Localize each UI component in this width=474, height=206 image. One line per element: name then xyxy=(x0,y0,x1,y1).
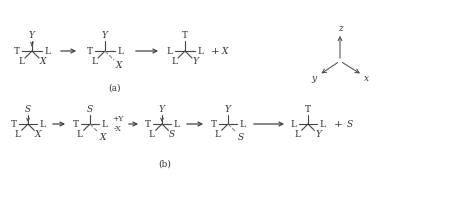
Text: +: + xyxy=(210,47,219,55)
Text: T: T xyxy=(305,105,311,114)
Text: L: L xyxy=(291,119,297,129)
Text: z: z xyxy=(337,23,342,33)
Text: L: L xyxy=(295,130,301,139)
Text: L: L xyxy=(15,130,21,139)
Text: T: T xyxy=(182,31,188,40)
Text: T: T xyxy=(73,119,79,129)
Text: X: X xyxy=(100,133,107,142)
Text: S: S xyxy=(347,119,353,129)
Text: X: X xyxy=(40,57,46,67)
Text: y: y xyxy=(311,74,317,82)
Text: S: S xyxy=(87,105,93,114)
Text: S: S xyxy=(238,133,244,142)
Text: X: X xyxy=(116,61,122,70)
Text: Y: Y xyxy=(29,31,35,40)
Text: L: L xyxy=(173,119,179,129)
Text: L: L xyxy=(45,47,51,55)
Text: L: L xyxy=(101,119,108,129)
Text: Y: Y xyxy=(102,31,108,40)
Text: T: T xyxy=(86,47,92,55)
Text: L: L xyxy=(149,130,155,139)
Text: Y: Y xyxy=(315,130,321,139)
Text: (a): (a) xyxy=(109,83,121,92)
Text: L: L xyxy=(118,47,124,55)
Text: +Y: +Y xyxy=(112,115,124,123)
Text: x: x xyxy=(364,74,369,82)
Text: T: T xyxy=(13,47,19,55)
Text: L: L xyxy=(198,47,203,55)
Text: L: L xyxy=(39,119,46,129)
Text: S: S xyxy=(169,130,175,139)
Text: T: T xyxy=(10,119,17,129)
Text: L: L xyxy=(319,119,325,129)
Text: X: X xyxy=(35,130,41,139)
Text: L: L xyxy=(91,57,97,67)
Text: Y: Y xyxy=(193,57,199,67)
Text: S: S xyxy=(25,105,31,114)
Text: L: L xyxy=(77,130,83,139)
Text: T: T xyxy=(145,119,151,129)
Text: X: X xyxy=(222,47,228,55)
Text: L: L xyxy=(215,130,221,139)
Text: L: L xyxy=(166,47,173,55)
Text: +: + xyxy=(334,119,342,129)
Text: T: T xyxy=(210,119,217,129)
Text: (b): (b) xyxy=(159,159,172,169)
Text: L: L xyxy=(171,57,177,67)
Text: Y: Y xyxy=(159,105,165,114)
Text: Y: Y xyxy=(225,105,231,114)
Text: -X: -X xyxy=(114,125,122,133)
Text: L: L xyxy=(239,119,246,129)
Text: L: L xyxy=(18,57,24,67)
